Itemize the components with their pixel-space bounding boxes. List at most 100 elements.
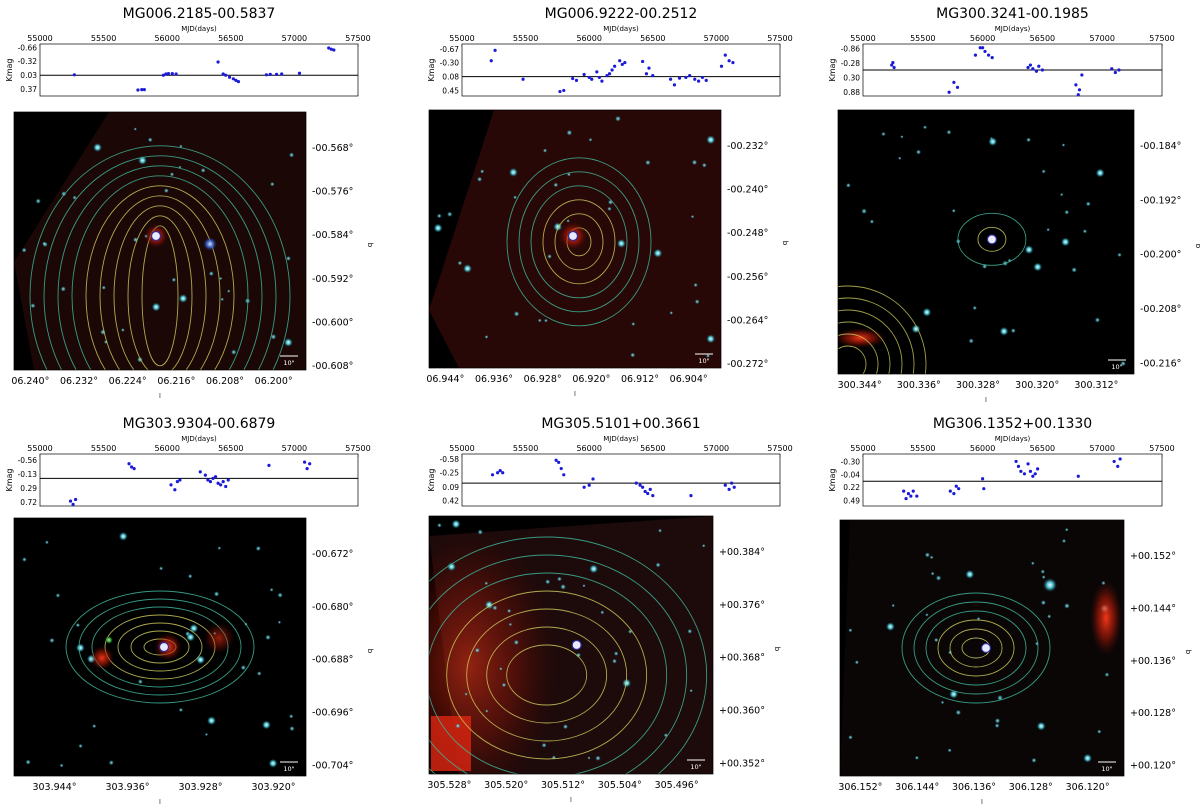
lightcurve-xtick: 57000 — [704, 34, 729, 43]
star — [706, 334, 716, 344]
star — [1010, 328, 1016, 334]
lightcurve-point — [169, 483, 173, 487]
lightcurve-point — [1022, 472, 1027, 476]
star — [1085, 201, 1091, 207]
image-ytick: -00.696° — [312, 708, 353, 719]
lightcurve-ytick: -0.66 — [18, 44, 38, 53]
star — [955, 709, 962, 716]
image-xtick: 300.312° — [1074, 380, 1118, 391]
image-ytick: -00.680° — [312, 602, 353, 613]
star — [541, 742, 547, 748]
lightcurve-point — [582, 72, 586, 77]
star — [1041, 169, 1046, 174]
star — [933, 637, 939, 643]
lightcurve-point — [587, 483, 591, 487]
lightcurve-point — [174, 72, 178, 76]
star — [268, 758, 278, 768]
star — [100, 329, 106, 335]
contours — [957, 212, 1027, 266]
star — [988, 137, 998, 147]
image-ytick: -00.216° — [1140, 358, 1181, 369]
lightcurve-point — [211, 476, 215, 480]
lightcurve-xtick: 57500 — [345, 34, 370, 43]
lightcurve-xtick: 55500 — [513, 34, 538, 43]
contour-line — [838, 309, 903, 374]
star — [508, 167, 518, 177]
star — [261, 720, 271, 730]
lightcurve-point — [1118, 457, 1122, 461]
star — [556, 576, 562, 582]
star — [171, 277, 177, 283]
lightcurve-point — [648, 487, 652, 491]
lightcurve-point — [332, 48, 336, 52]
lightcurve-point — [590, 77, 594, 81]
image-xtick: 306.128° — [1009, 782, 1053, 793]
lightcurve-xtick: 57500 — [1149, 444, 1174, 453]
image-ytick: +00.368° — [719, 653, 765, 664]
image-ytick: -00.568° — [312, 143, 353, 154]
star — [283, 337, 293, 347]
lightcurve-point — [723, 53, 727, 57]
image-ytick: -00.248° — [727, 228, 768, 239]
star — [911, 324, 921, 334]
lightcurve-point — [1116, 464, 1120, 468]
star — [537, 318, 542, 323]
lightcurve-point — [170, 72, 174, 76]
star — [240, 664, 247, 671]
star — [1024, 245, 1034, 255]
star — [848, 735, 853, 740]
contour-line — [838, 333, 879, 374]
image-xtick: 300.328° — [956, 380, 1000, 391]
star — [200, 167, 206, 173]
image-xtick: 305.528° — [427, 780, 471, 791]
image-xtick: 306.120° — [1066, 782, 1110, 793]
lightcurve-xtick: 55000 — [449, 34, 474, 43]
red-source — [1090, 580, 1122, 656]
star — [553, 182, 559, 188]
lightcurve-point — [161, 73, 165, 77]
star — [922, 125, 928, 130]
star — [513, 310, 520, 317]
star — [946, 129, 952, 135]
red-source — [203, 622, 235, 654]
lightcurve-point — [562, 473, 566, 477]
lightcurve-ylabel: Kmag — [5, 468, 14, 491]
lightcurve-xlabel: MJD(days) — [603, 435, 639, 443]
star — [436, 213, 442, 219]
star — [196, 655, 206, 665]
star — [25, 759, 31, 765]
lightcurve-point — [582, 485, 586, 489]
star — [1117, 252, 1122, 258]
panel-title: MG306.1352+00.1330 — [933, 416, 1092, 432]
star — [1094, 317, 1101, 323]
image-content: 10" — [22, 531, 298, 773]
source-marker — [158, 641, 170, 653]
star — [437, 522, 442, 528]
lightcurve-xtick: 57000 — [282, 34, 307, 43]
image-xlabel: l — [574, 391, 576, 398]
lightcurve-point — [327, 46, 331, 50]
star — [178, 293, 188, 303]
image-ylabel: b — [1194, 244, 1200, 249]
contour-line — [901, 592, 1051, 704]
image-xtick: 303.944° — [32, 782, 76, 793]
star — [513, 639, 520, 646]
star — [189, 623, 199, 633]
star — [1064, 527, 1069, 532]
lightcurve-point — [704, 78, 708, 82]
image-ytick: -00.592° — [312, 274, 353, 285]
lightcurve-point — [216, 481, 220, 485]
star — [706, 135, 716, 145]
star — [694, 299, 700, 305]
image-xlabel: l — [981, 799, 983, 805]
contour-line — [542, 199, 616, 285]
lightcurve-ytick: -0.04 — [841, 470, 861, 479]
lightcurve-point — [571, 76, 575, 81]
image-xtick: 306.144° — [895, 782, 939, 793]
star — [92, 724, 97, 729]
lightcurve-point — [618, 59, 622, 63]
lightcurve-point — [71, 502, 75, 506]
lightcurve-point — [72, 73, 76, 77]
star — [451, 519, 461, 529]
star — [566, 219, 570, 223]
